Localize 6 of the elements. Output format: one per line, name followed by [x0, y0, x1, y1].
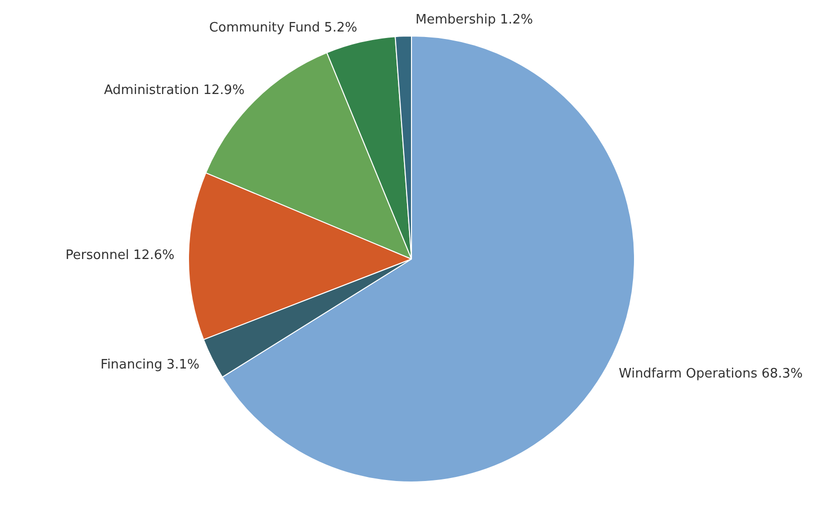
slice-label: Administration 12.9%: [104, 83, 245, 98]
slice-label: Membership 1.2%: [416, 12, 534, 28]
slice-label: Community Fund 5.2%: [209, 20, 358, 36]
slice-label: Personnel 12.6%: [66, 248, 175, 264]
slice-label: Financing 3.1%: [100, 357, 200, 372]
slice-label: Windfarm Operations 68.3%: [618, 366, 803, 382]
